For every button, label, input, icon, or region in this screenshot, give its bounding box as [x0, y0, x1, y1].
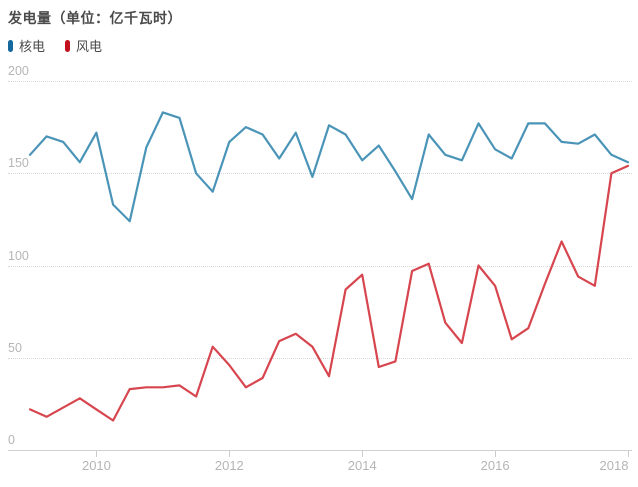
nuclear-legend-marker-icon	[8, 39, 13, 52]
chart-title: 发电量（单位：亿千瓦时）	[8, 10, 182, 26]
wind-legend-label: 风电	[76, 39, 103, 54]
gridline-50	[8, 357, 632, 359]
x-axis-tick-2016	[495, 451, 497, 457]
x-axis-label-2010: 2010	[81, 458, 111, 473]
nuclear-legend-label: 核电	[19, 39, 46, 54]
x-axis-tick-2018	[627, 451, 629, 457]
y-axis-label-150: 150	[8, 156, 29, 171]
x-axis-label-2012: 2012	[214, 458, 244, 473]
gridline-200	[8, 81, 632, 82]
y-axis-label-50: 50	[8, 340, 22, 355]
x-axis-label-2016: 2016	[480, 458, 510, 473]
x-axis-tick-2014	[362, 451, 364, 457]
wind-legend-marker-icon	[65, 39, 71, 52]
gridline-150	[8, 173, 632, 175]
y-axis-label-200: 200	[8, 64, 29, 78]
nuclear-series-line	[28, 111, 630, 223]
y-axis-label-0: 0	[8, 433, 15, 447]
wind-series-line	[28, 164, 630, 422]
x-axis-tick-2010	[96, 451, 98, 457]
x-axis-label-2018: 2018	[599, 458, 629, 473]
legend: 核电 风电	[8, 36, 102, 55]
x-axis-line	[8, 450, 632, 451]
y-axis-label-100: 100	[8, 248, 29, 263]
gridline-100	[8, 265, 632, 267]
x-axis-tick-2012	[229, 451, 231, 457]
legend-item-wind[interactable]: 风电	[65, 36, 102, 55]
legend-item-nuclear[interactable]: 核电	[8, 36, 45, 55]
x-axis-label-2014: 2014	[347, 458, 377, 473]
